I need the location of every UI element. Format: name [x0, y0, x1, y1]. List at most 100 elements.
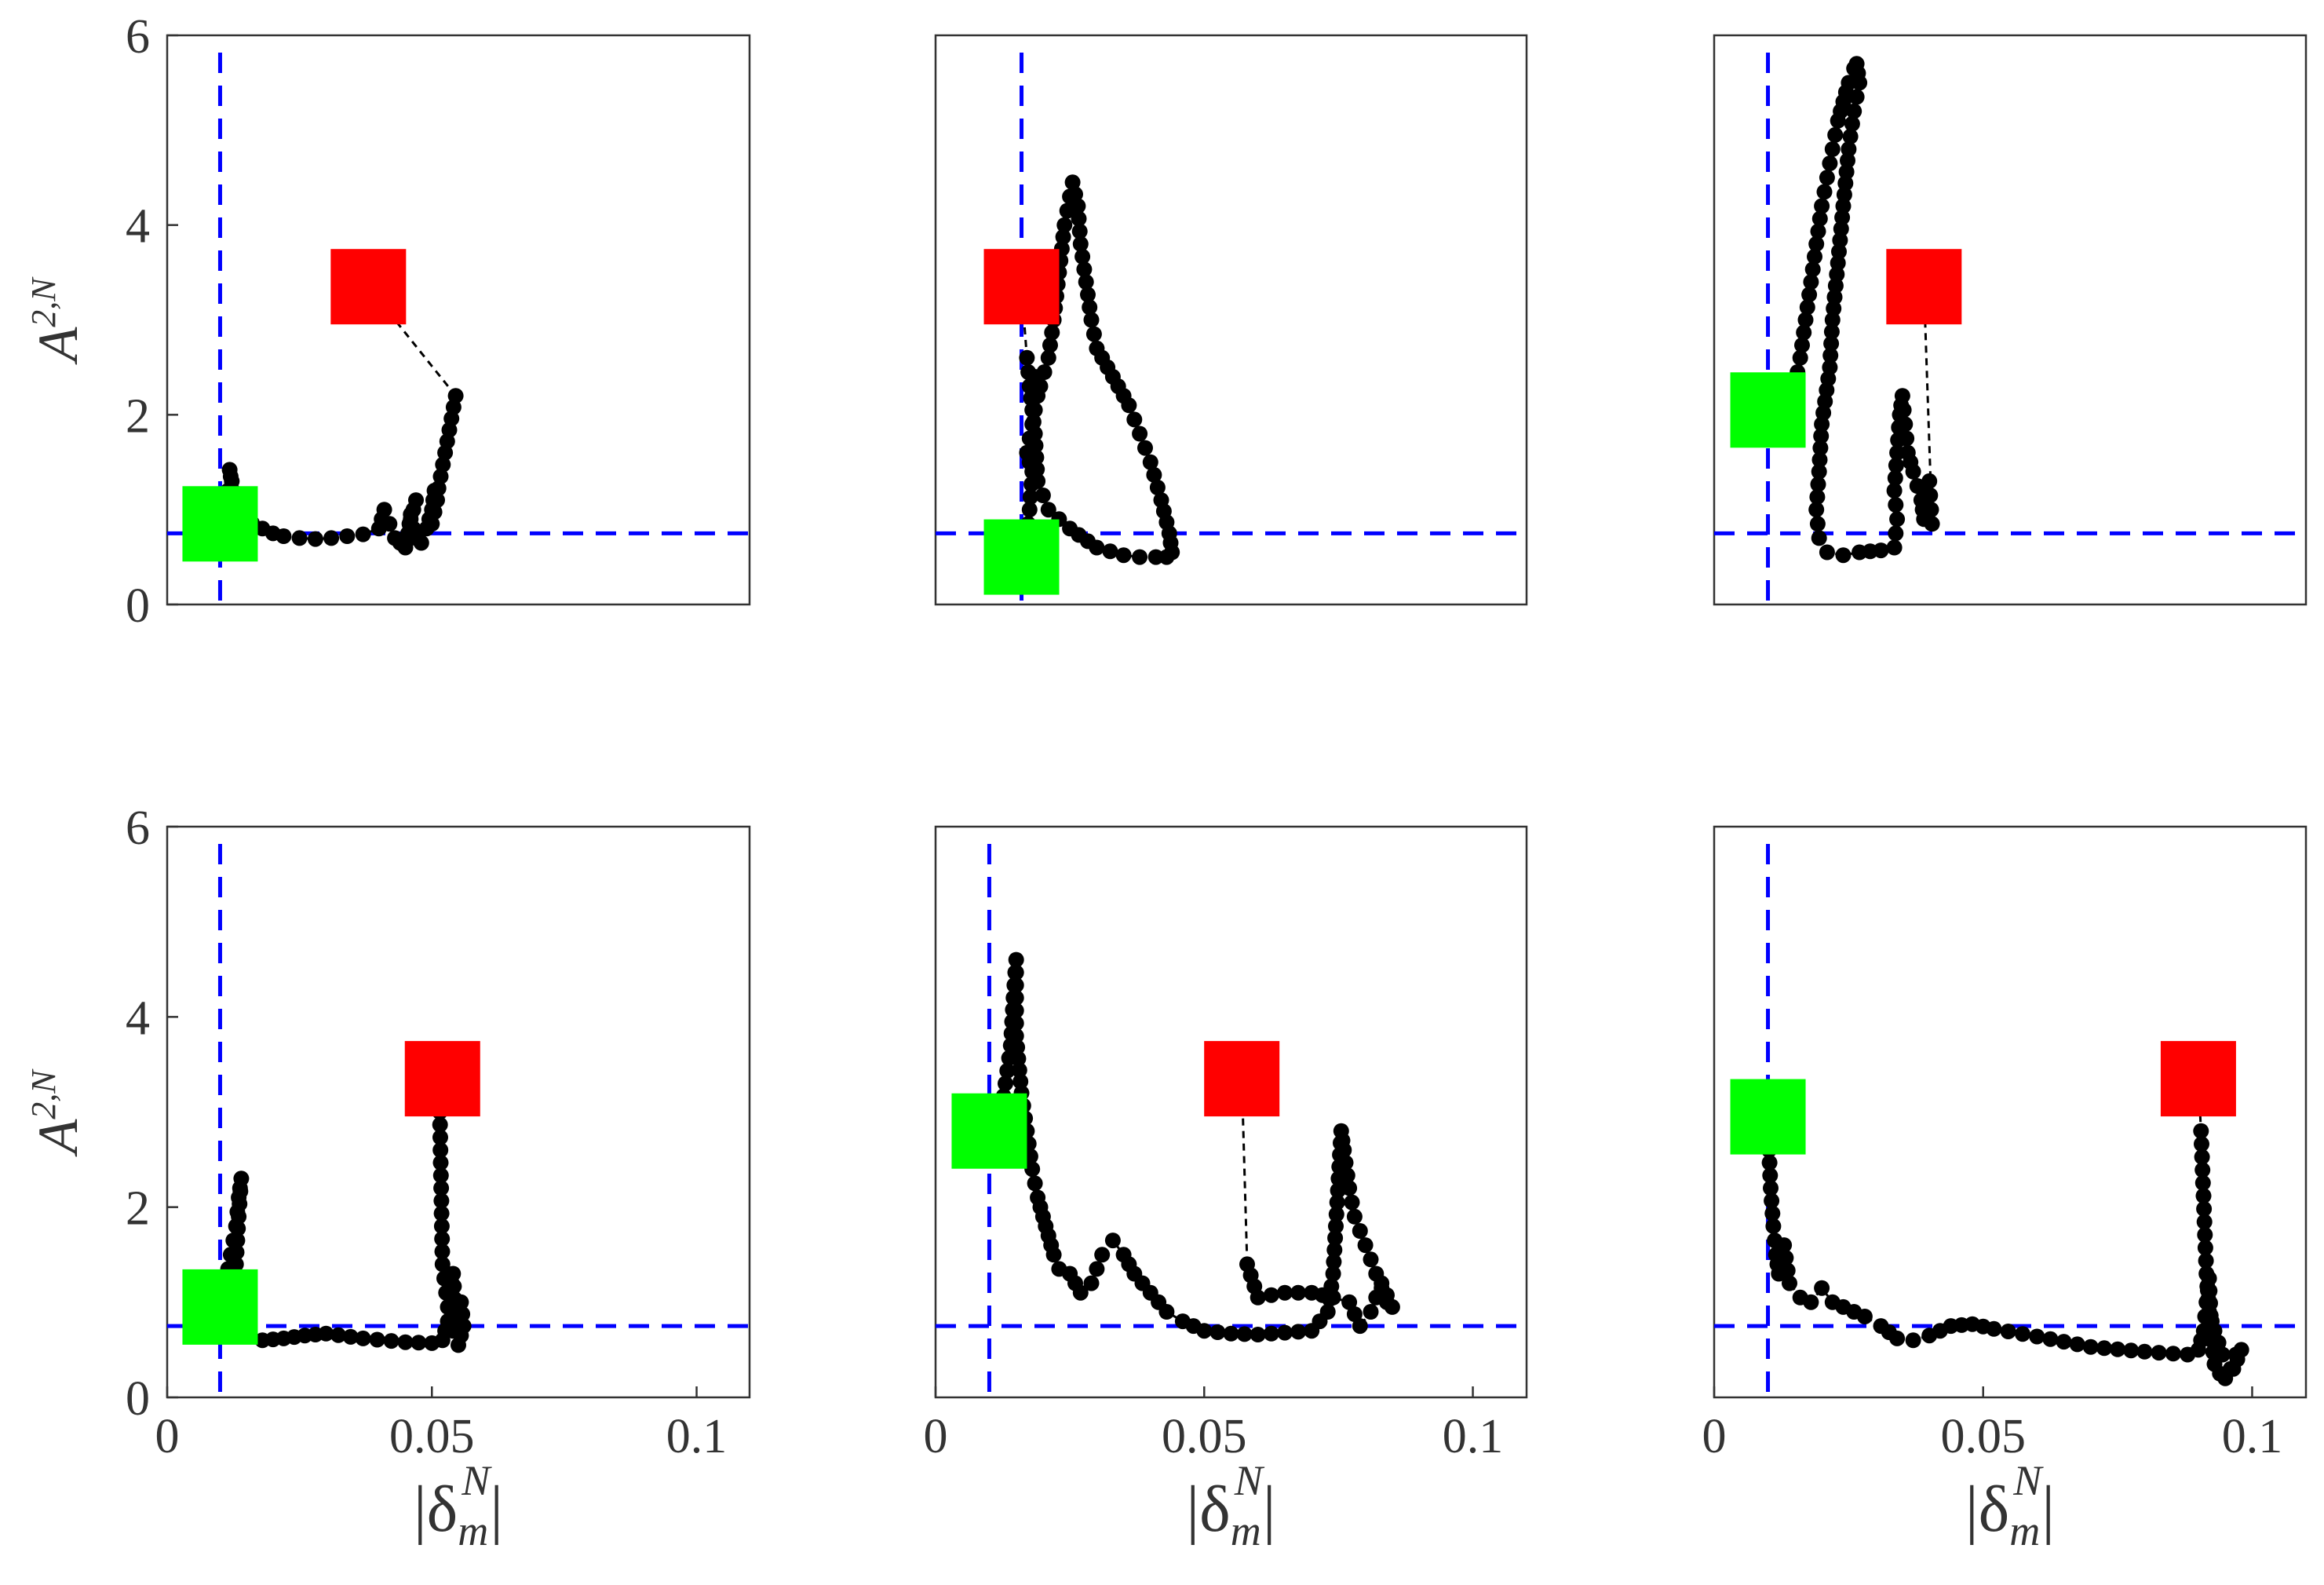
data-point	[1328, 1206, 1344, 1222]
data-point	[1794, 337, 1810, 353]
data-point	[228, 1256, 244, 1273]
data-point	[1779, 1262, 1796, 1279]
data-point	[1796, 324, 1812, 341]
data-point	[1329, 1194, 1345, 1211]
data-point	[1008, 964, 1024, 981]
y-tick-label: 2	[126, 389, 150, 443]
data-point	[1922, 488, 1939, 503]
data-point	[1888, 497, 1904, 513]
data-point	[1019, 349, 1035, 366]
data-point	[1827, 278, 1844, 294]
panel-top-center	[934, 34, 1528, 606]
data-point	[2194, 1136, 2209, 1152]
data-point	[2198, 1265, 2215, 1282]
data-point	[440, 1298, 456, 1315]
data-point	[1072, 236, 1089, 252]
data-point	[1811, 530, 1827, 546]
data-point	[2000, 1324, 2016, 1339]
data-point	[1032, 378, 1049, 395]
data-point	[1803, 274, 1819, 290]
data-point	[1888, 457, 1904, 473]
data-point	[1814, 416, 1830, 433]
data-point	[1250, 1327, 1266, 1342]
data-point	[1072, 1284, 1089, 1301]
data-point	[1042, 337, 1058, 353]
data-point	[1346, 1306, 1363, 1322]
data-point	[228, 1244, 245, 1261]
data-point	[318, 1325, 334, 1342]
data-point	[1809, 489, 1826, 506]
data-point	[1023, 390, 1039, 407]
data-point	[1823, 335, 1840, 352]
data-point	[1094, 1247, 1111, 1263]
data-point	[1887, 469, 1903, 486]
data-point	[1762, 1167, 1779, 1184]
data-point	[1071, 223, 1088, 239]
data-point	[1797, 312, 1814, 328]
data-point	[434, 1244, 451, 1260]
y-tick-label: 6	[126, 802, 150, 855]
data-point	[434, 1256, 451, 1273]
data-point	[1132, 549, 1148, 565]
data-point	[432, 1155, 449, 1171]
end-marker	[2160, 1041, 2236, 1117]
data-point	[424, 516, 440, 532]
data-point	[2197, 1240, 2213, 1256]
data-point	[1374, 1275, 1390, 1291]
x-tick-label: 0.1	[1443, 1410, 1504, 1463]
x-axis-label: |δmN|	[1965, 1457, 2055, 1554]
data-point	[1056, 217, 1073, 233]
data-point	[1838, 164, 1855, 180]
data-point	[1040, 349, 1056, 366]
data-point	[1811, 463, 1827, 480]
data-point	[1764, 1205, 1781, 1222]
x-tick-label: 0	[924, 1410, 948, 1463]
panel-top-right	[1713, 34, 2308, 606]
data-point	[1085, 326, 1102, 342]
data-point	[1812, 440, 1829, 456]
data-point	[1809, 516, 1826, 532]
panel-bottom-right: 0 0.05 0.1 |δmN|	[1702, 825, 2308, 1554]
data-point	[1808, 236, 1825, 252]
data-point	[1889, 511, 1906, 528]
end-marker	[1204, 1041, 1280, 1117]
data-point	[1082, 299, 1098, 316]
data-point	[330, 1327, 347, 1343]
data-point	[397, 1334, 414, 1350]
data-point	[397, 539, 414, 556]
data-point	[1905, 463, 1921, 480]
data-point	[1089, 1261, 1105, 1277]
data-point	[1816, 184, 1833, 200]
data-point	[1044, 324, 1060, 341]
data-point	[1840, 152, 1855, 169]
data-point	[1889, 1330, 1906, 1346]
x-tick-label: 0.05	[1162, 1410, 1247, 1463]
data-point	[1763, 1180, 1779, 1196]
x-tick-label: 0.1	[2222, 1410, 2283, 1463]
data-point	[1764, 1192, 1780, 1209]
data-point	[1841, 141, 1857, 157]
data-point	[1835, 547, 1852, 564]
data-point	[1808, 502, 1825, 518]
data-point	[229, 1233, 246, 1249]
data-point	[1846, 103, 1862, 119]
x-tick-label: 0	[1702, 1410, 1727, 1463]
data-point	[2110, 1341, 2126, 1357]
data-point	[1142, 454, 1158, 470]
data-point	[1363, 1251, 1379, 1268]
data-point	[436, 1270, 452, 1287]
data-point	[1236, 1326, 1253, 1342]
data-point	[1986, 1320, 2002, 1337]
data-point	[1012, 1073, 1029, 1090]
data-point	[1328, 1218, 1344, 1234]
data-point	[376, 502, 392, 518]
data-point	[1146, 466, 1162, 483]
data-point	[998, 1076, 1013, 1092]
data-point	[1137, 440, 1153, 456]
data-point	[433, 1192, 450, 1209]
data-point	[1814, 198, 1830, 214]
data-point	[1011, 1062, 1027, 1079]
data-point	[1028, 449, 1045, 466]
data-point	[1819, 170, 1835, 186]
data-point	[1341, 1294, 1358, 1310]
